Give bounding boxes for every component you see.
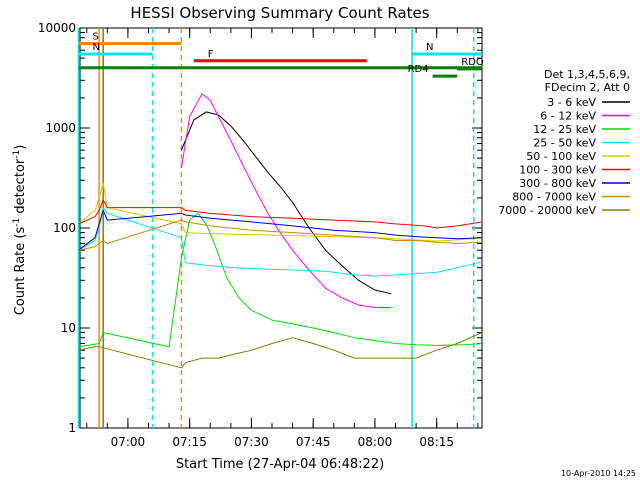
footer-date: 10-Apr-2010 14:25 (561, 469, 636, 478)
legend-entry-label: 3 - 6 keV (547, 96, 596, 109)
legend-entry-label: 7000 - 20000 keV (498, 204, 596, 217)
series-line (78, 207, 483, 277)
series-line (78, 209, 483, 251)
state-bar-label: F (208, 49, 214, 60)
vertical-markers (77, 28, 475, 428)
x-tick-label: 07:00 (111, 435, 146, 449)
series-line (180, 111, 392, 295)
series-line (78, 219, 483, 251)
state-bar-label: S (92, 31, 98, 42)
svg-text:Count Rate (s-1 detector-1): Count Rate (s-1 detector-1) (12, 145, 28, 316)
y-axis-label-tail: detector (13, 158, 28, 218)
state-bar-label: RD4 (408, 64, 429, 75)
legend-header: Det 1,3,4,5,6,9, (544, 68, 630, 81)
x-tick-label: 07:30 (234, 435, 269, 449)
y-axis-label: Count Rate (s-1 detector-1) (12, 145, 28, 316)
series-line (78, 182, 483, 242)
legend-entry-label: 12 - 25 keV (533, 123, 596, 136)
y-axis-label-sup: -1 (12, 218, 22, 227)
legend: Det 1,3,4,5,6,9,FDecim 2, Att 0 3 - 6 keV… (498, 68, 630, 217)
legend-entry-label: 50 - 100 keV (526, 150, 596, 163)
x-tick-label: 08:00 (358, 435, 393, 449)
axis-ticks: 1 10 100 1000 10000 07:00 07:15 07:30 07:45 08:00… (38, 21, 482, 449)
plot-frame (79, 27, 483, 429)
legend-entry-label: 300 - 800 keV (519, 177, 596, 190)
y-tick-label: 100 (53, 221, 76, 235)
x-axis-label: Start Time (27-Apr-04 06:48:22) (176, 457, 384, 472)
chart-title: HESSI Observing Summary Count Rates (130, 4, 429, 22)
y-axis-label-main: Count Rate (s (13, 227, 28, 316)
state-bar-label: RDO (461, 57, 484, 68)
plot-area: 1 10 100 1000 10000 07:00 07:15 07:30 07:45 08:00… (38, 21, 484, 449)
state-bar-label: N (92, 42, 99, 53)
legend-entry-label: 6 - 12 keV (540, 110, 596, 123)
legend-entry-label: 100 - 300 keV (519, 164, 596, 177)
x-tick-label: 07:15 (172, 435, 207, 449)
y-axis-label-end: ) (13, 145, 28, 150)
y-axis-label-sup2: -1 (12, 150, 22, 159)
x-tick-label: 08:15 (419, 435, 454, 449)
legend-entry-label: 25 - 50 keV (533, 137, 596, 150)
y-tick-label: 1 (68, 421, 76, 435)
series-line (78, 212, 483, 348)
series-line (78, 199, 483, 229)
state-bar-label: N (426, 42, 433, 53)
series-line (180, 93, 392, 309)
series-line (78, 332, 483, 369)
y-tick-label: 10 (61, 321, 76, 335)
y-tick-label: 1000 (45, 121, 76, 135)
legend-entry-label: 800 - 7000 keV (512, 191, 596, 204)
legend-header: FDecim 2, Att 0 (545, 81, 630, 94)
x-tick-label: 07:45 (296, 435, 331, 449)
series-traces (78, 93, 483, 369)
y-tick-label: 10000 (38, 21, 76, 35)
